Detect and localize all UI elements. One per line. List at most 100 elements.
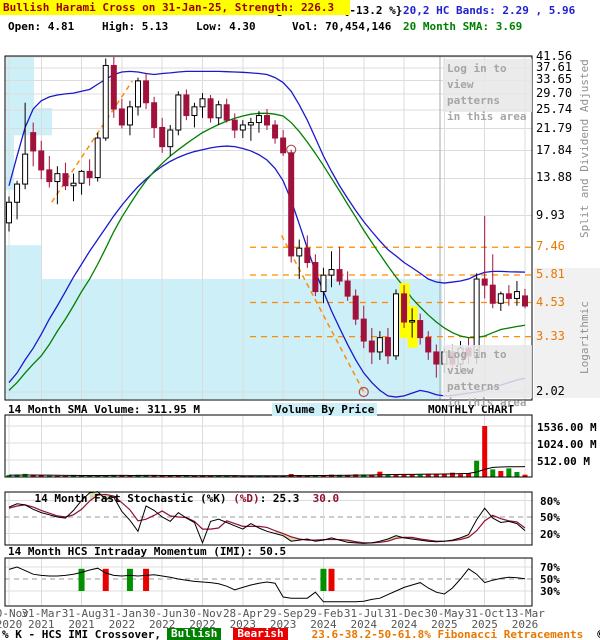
- candlestick: [384, 337, 391, 357]
- volume-bar: [280, 475, 286, 477]
- stochastic-scale-label: 50%: [540, 511, 560, 524]
- x-axis-tick-date: 30-Nov: [0, 607, 29, 620]
- volume-bar: [151, 475, 157, 477]
- login-overlay-bottom[interactable]: Log in to view patterns in this area: [443, 345, 532, 409]
- pattern-circle-marker: [358, 386, 369, 398]
- candlestick: [336, 269, 343, 282]
- bearish-badge: Bearish: [233, 628, 288, 640]
- volume-bar: [320, 475, 326, 477]
- price-axis-label: 29.70: [536, 86, 573, 101]
- stochastic-pane-label: 14 Month Fast Stochastic (%K) (%D): 25.3…: [8, 479, 340, 518]
- volume-scale-label: 512.00 M: [537, 455, 590, 468]
- candlestick: [118, 108, 125, 126]
- volume-bar: [127, 475, 133, 477]
- candlestick: [513, 291, 520, 299]
- volume-bar: [361, 474, 367, 477]
- x-axis-tick-date: 13-Mar: [505, 607, 545, 620]
- candlestick: [30, 132, 37, 152]
- candlestick: [288, 152, 295, 257]
- volume-bar: [200, 475, 205, 477]
- low-value: Low: 4.30: [196, 20, 256, 33]
- candlestick: [231, 119, 238, 131]
- fibonacci-level-label: 5.81: [536, 266, 565, 281]
- candlestick: [433, 351, 440, 365]
- volume-bar: [337, 474, 343, 477]
- candlestick: [401, 293, 408, 323]
- fibonacci-legend-label: 23.6-38.2-50-61.8% Fibonacci Retracement…: [311, 628, 584, 640]
- candlestick: [255, 115, 262, 124]
- x-axis-tick-date: 30-May: [424, 607, 465, 620]
- chart-type-label: MONTHLY CHART: [428, 403, 515, 416]
- volume-bar: [159, 475, 165, 477]
- stochastic-scale-label: 20%: [540, 527, 560, 541]
- candlestick: [135, 80, 141, 108]
- candlestick: [62, 173, 69, 187]
- candlestick: [312, 262, 319, 293]
- candlestick: [223, 104, 230, 121]
- candlestick: [175, 94, 182, 131]
- volume-bar: [79, 475, 85, 477]
- volume-bar: [393, 474, 399, 477]
- volume-by-price-band: [6, 279, 442, 399]
- candlestick: [102, 64, 109, 139]
- candlestick: [126, 106, 133, 126]
- x-axis-tick-date: 29-Sep: [263, 607, 303, 620]
- volume-bar: [369, 474, 375, 477]
- volume-by-price-band: [6, 135, 14, 191]
- volume-bar: [71, 475, 76, 477]
- volume-bar: [87, 475, 93, 477]
- price-axis-label: 13.88: [536, 170, 573, 185]
- x-axis-tick-year: 2023: [229, 618, 257, 631]
- candlestick: [344, 280, 351, 297]
- stochastic-d-value: 30.0: [312, 492, 340, 505]
- x-axis-tick-year: 2024: [390, 618, 418, 631]
- candlestick: [239, 124, 246, 131]
- log-scale-label: Logarithmic: [578, 301, 591, 375]
- candlestick: [393, 293, 399, 357]
- volume-bar: [216, 475, 222, 477]
- x-axis-tick-year: 2021: [28, 618, 55, 631]
- volume-bar: [272, 475, 278, 477]
- trend-line: [280, 235, 365, 393]
- imi-scale-label: 50%: [540, 573, 560, 586]
- fibonacci-level-label: 7.46: [536, 239, 565, 254]
- volume-bar: [111, 475, 117, 477]
- candlestick: [70, 182, 77, 187]
- copyright-link[interactable]: ©HotCandlestick.com: [597, 628, 600, 640]
- volume-bar: [224, 475, 230, 477]
- candlestick: [191, 106, 198, 117]
- volume-bar: [466, 473, 472, 477]
- imi-pane-label: 14 Month HCS Intraday Momentum (IMI): 50…: [8, 545, 287, 558]
- volume-bar: [38, 475, 44, 477]
- imi-scale-label: 30%: [540, 585, 560, 598]
- x-axis-tick-date: 31-Mar: [21, 607, 62, 620]
- x-axis-tick-date: 31-Dec: [384, 607, 424, 620]
- candlestick: [489, 284, 496, 304]
- volume-bar: [208, 475, 214, 477]
- price-axis-label: 37.61: [536, 60, 573, 75]
- volume-bar: [191, 475, 197, 477]
- price-axis-title: Split and Dividend Adjusted: [578, 59, 591, 239]
- stochastic-label-k: 14 Month Fast Stochastic (%K): [34, 492, 234, 505]
- volume-by-price-label: Volume By Price: [272, 403, 378, 416]
- sma-value: 20 Month SMA: 3.69: [403, 20, 523, 33]
- volume-bar: [304, 475, 310, 477]
- volume-bar: [417, 474, 423, 477]
- x-axis-tick-year: 2022: [108, 618, 136, 631]
- x-axis-tick-year: 2025: [471, 618, 498, 631]
- volume-pane-label: 14 Month SMA Volume: 311.95 M: [8, 403, 201, 416]
- login-overlay-top[interactable]: Log in to view patterns in this area: [443, 59, 532, 123]
- candlestick: [110, 64, 117, 110]
- volume-bar: [46, 475, 52, 477]
- x-axis-tick-year: 2026: [511, 618, 539, 631]
- volume-bar: [143, 475, 149, 477]
- login-overlay-line2: view patterns: [447, 364, 500, 393]
- price-axis-label: 33.65: [536, 72, 573, 87]
- candlestick: [376, 337, 383, 353]
- volume-by-price-band: [6, 108, 52, 136]
- fibonacci-level-label: 4.53: [536, 294, 565, 309]
- candlestick: [6, 201, 12, 224]
- candlestick: [151, 102, 158, 128]
- log-scale-background: [534, 268, 600, 398]
